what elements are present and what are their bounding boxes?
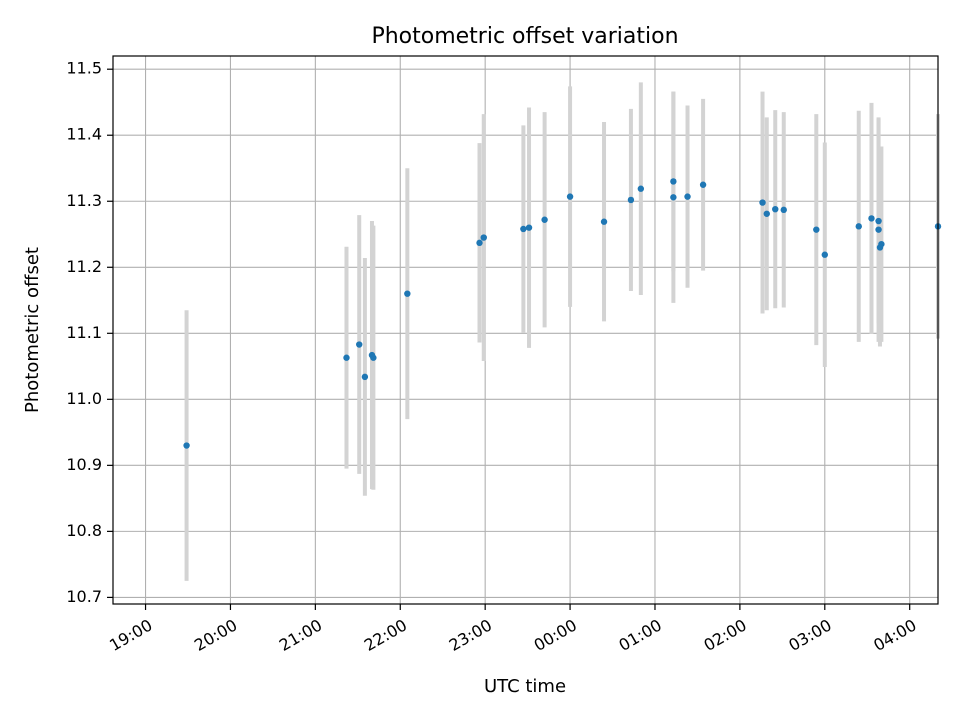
data-layer [183,82,942,581]
data-point [627,196,635,204]
chart-title: Photometric offset variation [371,24,678,49]
y-tick-label: 10.9 [66,455,102,474]
data-point [637,185,645,192]
plot-frame [112,55,939,605]
data-point [183,442,190,449]
y-tick-label: 10.8 [66,521,102,540]
data-point [670,194,677,201]
data-point [763,210,770,217]
y-tick-label: 11.0 [66,389,102,408]
data-point [821,251,828,258]
data-point [684,193,691,200]
data-point [670,178,677,185]
data-point [875,217,882,225]
x-axis-label: UTC time [484,676,566,697]
y-tick-label: 11.4 [66,125,102,144]
data-point [404,290,411,297]
data-point [699,181,707,188]
data-point [780,206,787,214]
y-tick-label: 11.1 [66,323,102,342]
data-point [343,354,350,361]
y-tick-label: 11.3 [66,191,102,210]
data-point [875,226,882,233]
y-tick-label: 10.7 [66,587,102,606]
data-point [356,341,363,348]
data-point [600,218,608,225]
y-axis-label: Photometric offset [22,247,43,413]
data-point [525,224,533,231]
data-point [759,199,766,206]
data-point [878,240,885,248]
y-tick-label: 11.5 [66,59,102,78]
data-point [370,354,377,361]
data-point [476,239,483,247]
data-point [520,225,527,233]
data-point [480,234,487,241]
data-point [855,223,862,230]
data-point [541,216,548,223]
y-tick-label: 11.2 [66,257,102,276]
data-point [566,193,574,200]
data-point [868,215,875,222]
data-point [361,373,369,381]
data-point [772,205,779,213]
data-point [813,226,820,233]
